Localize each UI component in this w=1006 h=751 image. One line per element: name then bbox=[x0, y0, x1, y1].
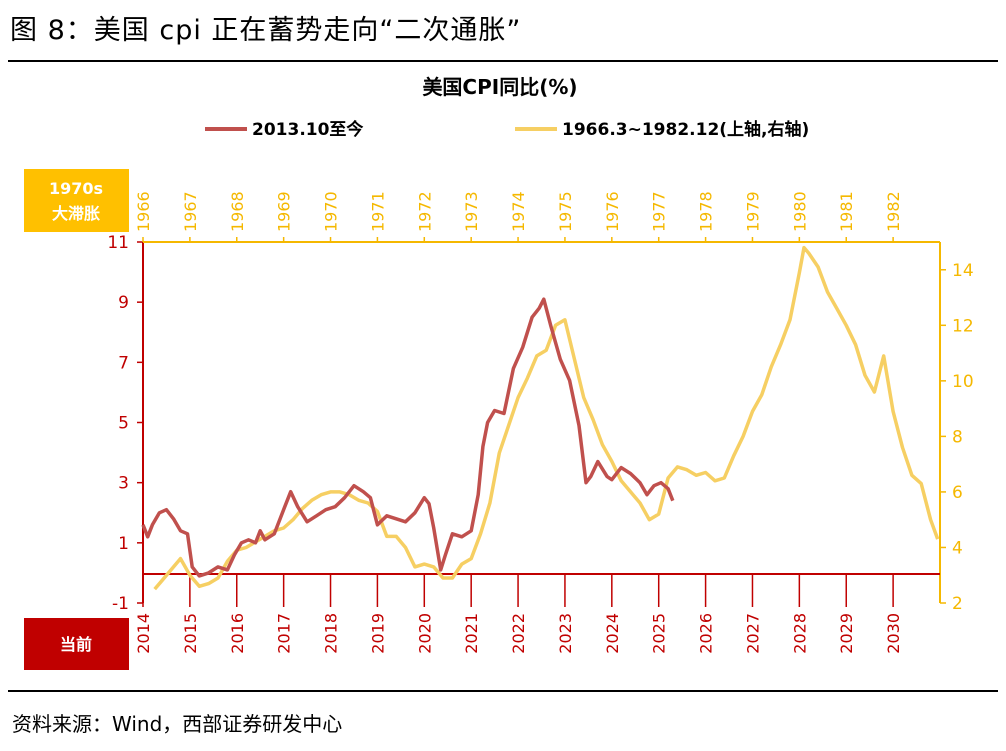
bottom-tick-label: 2025 bbox=[650, 613, 669, 654]
series-line-1966-1982 bbox=[153, 245, 940, 591]
seventies-box-label-line2: 大滞胀 bbox=[52, 204, 100, 223]
bottom-tick-label: 2024 bbox=[603, 613, 622, 654]
right-tick-label: 4 bbox=[952, 538, 963, 558]
left-tick-label: 5 bbox=[118, 414, 129, 434]
seventies-label-box bbox=[24, 169, 129, 232]
source-note: 资料来源：Wind，西部证券研发中心 bbox=[12, 712, 343, 736]
left-tick-label: -1 bbox=[112, 594, 129, 614]
current-box-label: 当前 bbox=[60, 635, 92, 654]
top-tick-label: 1977 bbox=[650, 191, 669, 232]
bottom-tick-label: 2017 bbox=[275, 613, 294, 654]
right-tick-label: 2 bbox=[952, 594, 963, 614]
top-tick-label: 1980 bbox=[790, 191, 809, 232]
right-tick-label: 14 bbox=[952, 261, 974, 281]
top-tick-label: 1979 bbox=[743, 191, 762, 232]
current-label-box bbox=[24, 618, 129, 670]
bottom-tick-label: 2016 bbox=[228, 613, 247, 654]
bottom-tick-label: 2026 bbox=[697, 613, 716, 654]
legend-label-seventies: 1966.3~1982.12(上轴,右轴) bbox=[562, 119, 809, 140]
bottom-tick-label: 2029 bbox=[837, 613, 856, 654]
bottom-tick-label: 2020 bbox=[415, 613, 434, 654]
top-tick-label: 1969 bbox=[275, 191, 294, 232]
axes-group: 11 9 7 5 3 1 -1 14 12 10 8 6 4 2 2014 2015 2016 2017 2018 2… bbox=[107, 191, 973, 653]
bottom-tick-label: 2021 bbox=[462, 613, 481, 654]
top-tick-label: 1972 bbox=[415, 191, 434, 232]
left-tick-label: 3 bbox=[118, 474, 129, 494]
bottom-tick-label: 2030 bbox=[884, 613, 903, 654]
bottom-tick-label: 2014 bbox=[134, 613, 153, 654]
chart-title: 美国CPI同比(%) bbox=[422, 75, 577, 99]
top-tick-label: 1973 bbox=[462, 191, 481, 232]
bottom-tick-label: 2022 bbox=[509, 613, 528, 654]
top-rule bbox=[8, 60, 998, 62]
top-tick-label: 1971 bbox=[368, 191, 387, 232]
top-tick-label: 1966 bbox=[134, 191, 153, 232]
bottom-tick-label: 2015 bbox=[181, 613, 200, 654]
top-tick-label: 1967 bbox=[181, 191, 200, 232]
top-tick-label: 1982 bbox=[884, 191, 903, 232]
bottom-tick-label: 2018 bbox=[322, 613, 341, 654]
bottom-rule bbox=[8, 690, 998, 692]
right-tick-label: 6 bbox=[952, 483, 963, 503]
top-tick-label: 1970 bbox=[322, 191, 341, 232]
left-tick-label: 11 bbox=[107, 233, 129, 253]
right-tick-label: 10 bbox=[952, 372, 974, 392]
bottom-tick-label: 2028 bbox=[790, 613, 809, 654]
right-tick-label: 8 bbox=[952, 427, 963, 447]
top-tick-label: 1981 bbox=[837, 191, 856, 232]
top-tick-label: 1976 bbox=[603, 191, 622, 232]
right-tick-label: 12 bbox=[952, 316, 974, 336]
left-tick-label: 1 bbox=[118, 534, 129, 554]
top-tick-label: 1968 bbox=[228, 191, 247, 232]
left-tick-label: 9 bbox=[118, 293, 129, 313]
legend-label-current: 2013.10至今 bbox=[252, 119, 363, 140]
series-group bbox=[141, 245, 940, 591]
left-tick-label: 7 bbox=[118, 353, 129, 373]
figure-title: 图 8：美国 cpi 正在蓄势走向“二次通胀” bbox=[10, 15, 522, 46]
bottom-tick-label: 2027 bbox=[743, 613, 762, 654]
bottom-tick-label: 2019 bbox=[368, 613, 387, 654]
seventies-box-label-line1: 1970s bbox=[49, 179, 103, 198]
series-line-2013-present bbox=[141, 297, 675, 578]
top-tick-label: 1974 bbox=[509, 191, 528, 232]
top-tick-label: 1978 bbox=[697, 191, 716, 232]
bottom-tick-label: 2023 bbox=[556, 613, 575, 654]
top-tick-label: 1975 bbox=[556, 191, 575, 232]
